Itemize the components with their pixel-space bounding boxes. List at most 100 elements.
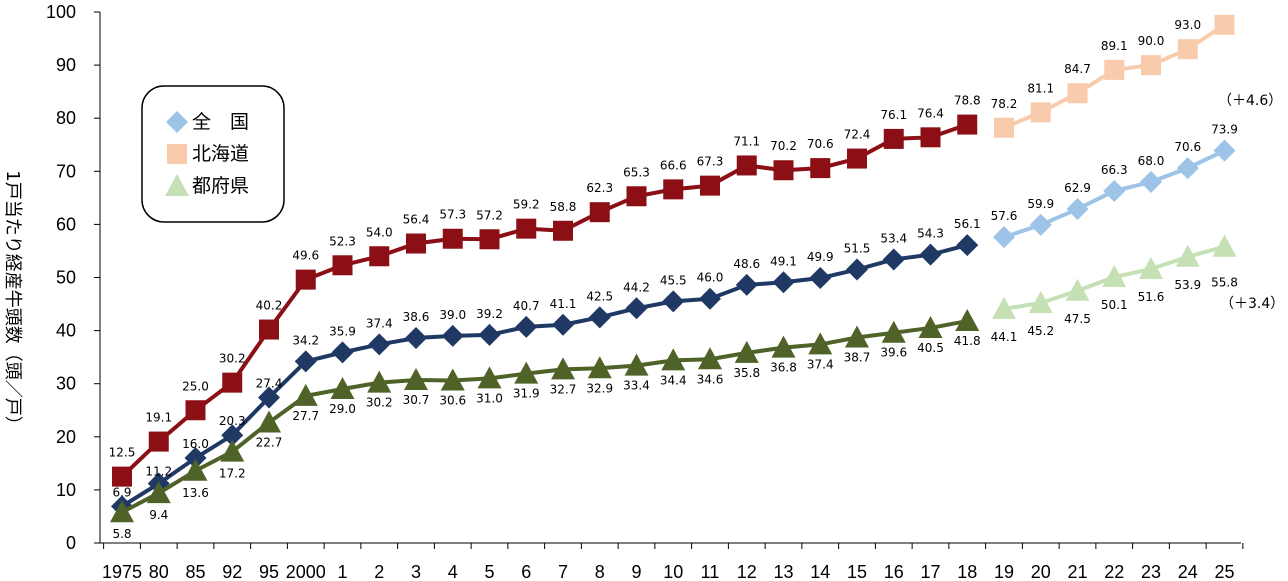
data-point-triangle [404,367,428,390]
data-label: 12.5 [109,446,136,460]
y-tick-label: 70 [56,161,76,181]
data-label: 70.6 [807,137,834,151]
data-label: 48.6 [733,257,760,271]
data-label: 66.3 [1101,163,1128,177]
data-point-diamond [919,243,942,266]
data-point-square [1177,39,1198,60]
data-label: 71.1 [733,134,760,148]
x-tick-label: 3 [411,562,421,581]
data-label: 66.6 [660,158,687,172]
data-label: 42.5 [586,289,613,303]
series-line-actual [120,243,968,509]
data-point-square [1141,55,1161,76]
data-label: 59.2 [513,198,540,212]
data-point-square [442,228,463,249]
x-tick-label: 16 [884,562,904,581]
x-tick-label: 4 [448,562,458,581]
data-label: 34.4 [660,373,687,387]
data-label: 31.9 [513,387,540,401]
data-label: 40.5 [917,341,944,355]
data-point-diamond [882,248,905,271]
y-tick-label: 30 [56,374,76,394]
y-tick-label: 90 [56,55,76,75]
data-point-triangle [110,500,134,523]
annotation-prefectures: （＋3.4） [1220,296,1284,312]
data-label: 45.2 [1027,324,1054,338]
data-point-square [957,114,978,135]
data-point-square [589,202,610,223]
data-label: 41.1 [550,297,577,311]
y-tick-label: 60 [56,214,76,234]
data-label: 70.2 [770,139,797,153]
legend-label: 都府県 [192,175,249,197]
data-label: 44.1 [991,330,1018,344]
data-label: 13.6 [182,486,209,500]
data-point-triangle [440,368,465,391]
x-tick-label: 92 [222,562,242,581]
x-tick-label: 2000 [286,562,326,581]
data-point-triangle [955,309,980,332]
data-point-square [773,160,794,181]
data-point-diamond [625,297,648,320]
data-point-triangle [257,410,281,433]
data-label: 32.9 [586,381,613,395]
data-label: 35.8 [733,366,760,380]
x-tick-label: 22 [1104,562,1124,581]
data-point-triangle [845,325,869,348]
data-point-triangle [514,361,539,384]
data-point-diamond [166,111,188,133]
data-point-diamond [1176,157,1199,180]
data-point-diamond [993,226,1015,249]
data-point-square [663,179,684,200]
data-label: 67.3 [697,155,724,169]
data-label: 81.1 [1027,81,1054,95]
data-point-triangle [367,370,392,393]
data-point-diamond [331,341,354,364]
data-label: 65.3 [623,165,650,179]
series-diamond [111,139,1236,518]
data-point-square [736,155,757,176]
data-point-triangle [1212,234,1237,257]
x-tick-label: 24 [1178,562,1198,581]
data-label: 16.0 [182,437,209,451]
data-point-diamond [1066,198,1089,221]
x-tick-label: 18 [957,562,977,581]
data-label: 70.6 [1174,140,1201,154]
x-tick-label: 5 [484,562,494,581]
data-label: 37.4 [366,316,393,330]
data-point-diamond [478,323,501,346]
x-tick-label: 14 [810,562,830,581]
data-label: 39.2 [476,307,503,321]
x-tick-label: 17 [920,562,940,581]
data-point-square [883,128,904,149]
x-tick-label: 19 [994,562,1014,581]
data-label: 41.8 [954,334,981,348]
data-point-triangle [183,458,208,481]
data-point-triangle [992,296,1016,319]
data-label: 49.9 [807,250,834,264]
data-point-square [847,148,867,169]
x-tick-label: 15 [847,562,867,581]
data-point-square [920,127,941,148]
data-label: 90.0 [1138,34,1165,48]
data-point-square [626,186,647,207]
data-label: 49.1 [770,254,797,268]
data-point-square [1030,102,1051,123]
data-point-triangle [1175,244,1200,267]
data-label: 53.9 [1174,278,1201,292]
x-tick-label: 6 [521,562,531,581]
data-label: 27.4 [256,377,283,391]
legend-label: 全 国 [192,111,249,133]
data-label: 32.7 [550,382,577,396]
data-label: 73.9 [1211,123,1238,137]
data-label: 59.9 [1027,197,1054,211]
data-label: 6.9 [112,485,131,499]
x-tick-label: 11 [701,562,720,581]
data-label: 35.9 [329,324,356,338]
data-point-triangle [698,347,722,370]
data-point-diamond [662,290,685,313]
data-point-triangle [165,174,189,196]
data-label: 17.2 [219,467,246,481]
y-tick-label: 80 [56,108,76,128]
